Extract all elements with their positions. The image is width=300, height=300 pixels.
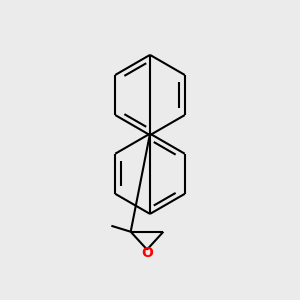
Text: O: O	[141, 245, 153, 260]
